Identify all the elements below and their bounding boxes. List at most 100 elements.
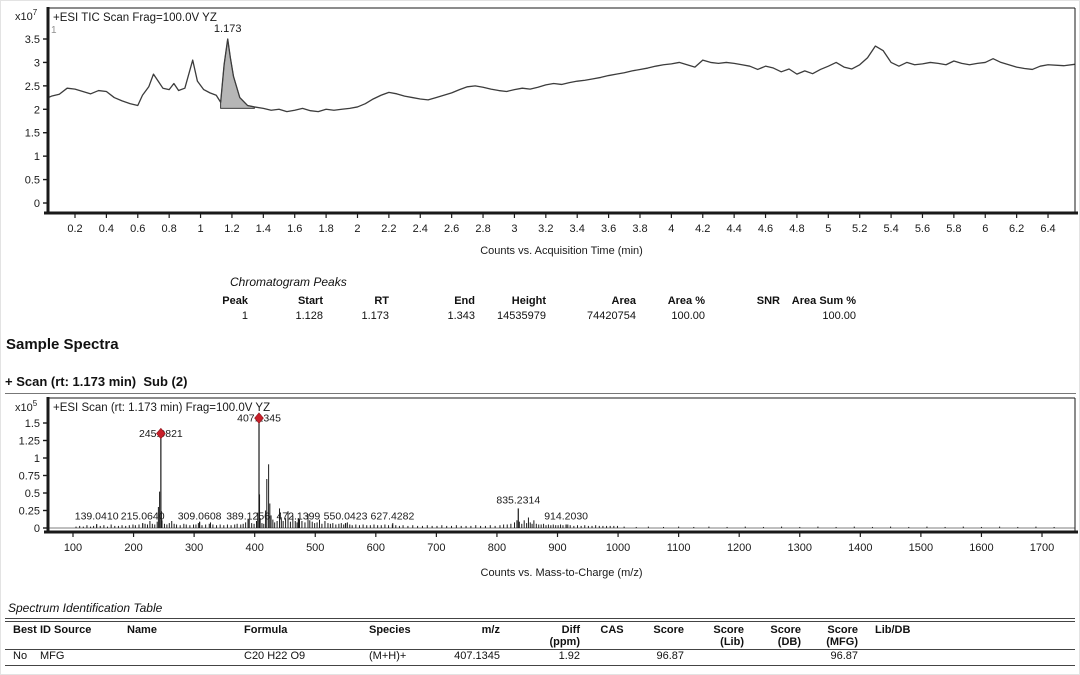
peaks-table-cell [707,309,782,324]
x-tick-label: 1.8 [318,223,333,235]
peaks-table-cell: 1.343 [447,310,475,322]
peaks-table-cell: 14535979 [497,310,546,322]
x-tick-label: 4.4 [726,223,741,235]
x-tick-label: 2.6 [444,223,459,235]
identification-table-cell: (M+H)+ [369,650,407,662]
y-tick-label: 3 [34,57,40,69]
mz-peak-label: 309.0608 [178,511,222,523]
x-tick-label: 1400 [848,542,872,554]
mz-peak-label: 835.2314 [496,494,540,506]
x-tick-label: 3.2 [538,223,553,235]
identification-header-cell: Score (Lib) [713,624,744,648]
peaks-table-header-cell: Area Sum % [791,295,856,307]
peaks-table-header-cell: SNR [756,295,780,307]
mz-peak-label: 472.1399 [276,511,320,523]
y-tick-label: 0.75 [19,471,40,483]
x-tick-label: 3.4 [570,223,585,235]
x-tick-label: 100 [64,542,82,554]
y-tick-label: 0.5 [25,175,40,187]
x-tick-label: 6 [982,223,988,235]
y-tick-label: 1 [34,453,40,465]
peak-marker-diamond-icon [254,412,264,424]
identification-table-title-rule [5,618,1075,619]
identification-header-cell: ID Source [40,624,92,636]
x-tick-label: 0.8 [162,223,177,235]
identification-table-cell: 1.92 [558,650,580,662]
mz-peak-label: 215.0640 [121,511,165,523]
x-tick-label: 700 [427,542,445,554]
y-tick-label: 1.5 [25,128,40,140]
x-tick-label: 1200 [727,542,751,554]
identification-header-cell: Diff (ppm) [549,624,580,648]
chromatogram-peaks-title: Chromatogram Peaks [230,275,347,289]
identification-header-cell: Lib/DB [875,624,911,636]
peaks-table-header-cell: Height [511,295,546,307]
peaks-table-header-cell: Area [611,295,636,307]
x-tick-label: 4.2 [695,223,710,235]
y-tick-label: 3.5 [25,34,40,46]
identification-table-cell: 407.1345 [454,650,500,662]
mass-spectrum-chart: 0 0.25 0.5 0.75 1 1.25 1.5 100 200 300 400 500 600 70… [15,397,1078,579]
peaks-table-header-cell: RT [374,295,389,307]
identification-header-cell: Score [653,624,684,636]
identification-table-cell: 96.87 [656,650,684,662]
identification-table-cell [746,648,803,665]
x-tick-label: 1500 [909,542,933,554]
x-tick-label: 3 [511,223,517,235]
identification-table-cell [125,648,242,665]
identification-table-cell [686,648,746,665]
x-tick-label: 500 [306,542,324,554]
x-tick-label: 5.6 [915,223,930,235]
tic-chromatogram-chart: 0 0.5 1 1.5 2 2.5 3 3.5 0.2 0.4 0.6 0.8 1 1.2 1.4 1.6 1.… [15,7,1078,257]
x-tick-label: 3.8 [632,223,647,235]
mz-peak-label: 389.1256 [226,511,270,523]
x-tick-label: 6.4 [1040,223,1055,235]
chromatogram-peaks-table: Peak Start RT End Height Area Area % SNR Area Su… [200,294,858,324]
x-tick-label: 300 [185,542,203,554]
peaks-table-cell: 1.128 [295,310,323,322]
peaks-table-cell: 74420754 [587,310,636,322]
x-tick-label: 800 [488,542,506,554]
x-tick-label: 1600 [969,542,993,554]
x-tick-label: 1.4 [256,223,271,235]
x-tick-label: 1.2 [224,223,239,235]
ms-chart-title: +ESI Scan (rt: 1.173 min) Frag=100.0V YZ [53,402,270,414]
x-tick-label: 1700 [1030,542,1054,554]
peaks-table-cell: 1.173 [361,310,389,322]
identification-header-cell: Score (MFG) [826,624,858,648]
mz-peak-label: 914.2030 [544,511,588,523]
mz-peak-label: 139.0410 [75,511,119,523]
peaks-table-header-cell: Peak [222,295,248,307]
identification-table-cell: No [13,650,28,662]
x-tick-label: 0.2 [67,223,82,235]
peaks-table-cell: 100.00 [822,310,856,322]
peaks-table-header-cell: Start [297,295,323,307]
identification-table-cell: C20 H22 O9 [244,650,306,662]
identification-header-cell: CAS [600,624,624,636]
ms-x-axis-caption: Counts vs. Mass-to-Charge (m/z) [481,567,643,579]
y-tick-label: 0.25 [19,506,40,518]
y-tick-label: 2.5 [25,81,40,93]
x-tick-label: 0.4 [99,223,114,235]
x-tick-label: 1300 [788,542,812,554]
identification-table-cell: 96.87 [830,650,858,662]
identification-header-cell: Species [369,624,411,636]
x-tick-label: 2.2 [381,223,396,235]
y-tick-label: 0 [34,523,40,535]
x-tick-label: 2.4 [413,223,428,235]
x-tick-label: 2.8 [475,223,490,235]
peaks-table-cell: 1 [241,310,248,322]
peaks-table-header-cell: End [454,295,475,307]
x-tick-label: 0.6 [130,223,145,235]
x-tick-label: 400 [246,542,264,554]
y-tick-label: 0 [34,198,40,210]
x-tick-label: 4.6 [758,223,773,235]
identification-table-cell: MFG [40,650,65,662]
identification-header-cell: Best [13,624,37,636]
identification-table-cell [582,648,642,665]
x-tick-label: 1.6 [287,223,302,235]
tic-trace [48,38,1075,113]
x-tick-label: 1000 [606,542,630,554]
identification-header-cell: Name [127,624,157,636]
